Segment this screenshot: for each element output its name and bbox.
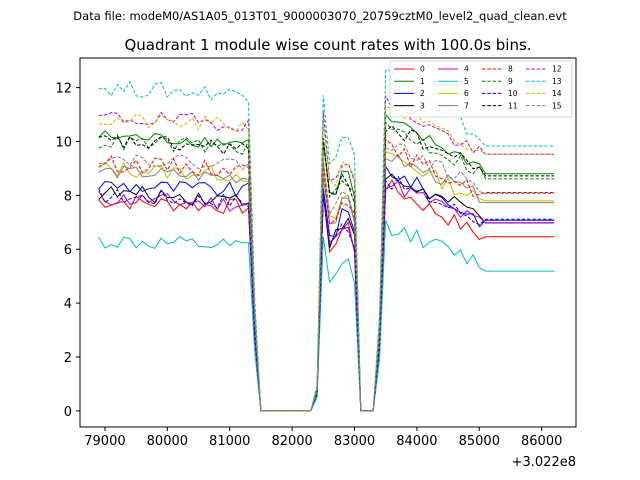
legend-label-0: 0 xyxy=(420,65,425,74)
series-line-6 xyxy=(98,151,555,412)
series-line-8 xyxy=(98,138,555,412)
series-line-12 xyxy=(98,95,555,412)
legend-label-6: 6 xyxy=(464,89,469,98)
series-line-7 xyxy=(98,153,555,412)
legend-label-8: 8 xyxy=(508,65,513,74)
legend-label-10: 10 xyxy=(508,89,518,98)
series-line-10 xyxy=(98,175,555,412)
y-tick-label: 4 xyxy=(64,297,72,312)
legend-label-4: 4 xyxy=(464,65,469,74)
legend-label-3: 3 xyxy=(420,101,425,110)
x-tick-label: 81000 xyxy=(209,434,250,449)
legend-label-5: 5 xyxy=(464,77,469,86)
legend-label-13: 13 xyxy=(552,77,562,86)
x-offset-label: +3.022e8 xyxy=(512,455,576,470)
legend-box xyxy=(389,60,573,118)
x-tick-label: 82000 xyxy=(271,434,312,449)
series-line-13 xyxy=(98,69,555,412)
y-tick-label: 0 xyxy=(64,405,72,420)
legend-label-1: 1 xyxy=(420,77,425,86)
legend-label-11: 11 xyxy=(508,101,518,110)
series-line-15 xyxy=(98,143,555,412)
y-tick-label: 12 xyxy=(55,82,72,97)
legend-label-2: 2 xyxy=(420,89,425,98)
y-tick-label: 6 xyxy=(64,243,72,258)
chart-title: Quadrant 1 module wise count rates with … xyxy=(124,36,531,54)
x-tick-label: 84000 xyxy=(396,434,437,449)
x-tick-label: 85000 xyxy=(459,434,500,449)
plot-frame xyxy=(79,57,577,428)
x-tick-label: 83000 xyxy=(334,434,375,449)
series-line-14 xyxy=(98,106,555,412)
x-tick-label: 79000 xyxy=(84,434,125,449)
plot-area xyxy=(98,69,555,412)
x-tick-label: 86000 xyxy=(521,434,562,449)
legend-label-12: 12 xyxy=(552,65,562,74)
legend-label-15: 15 xyxy=(552,101,562,110)
y-tick-label: 10 xyxy=(55,135,72,150)
x-tick-label: 80000 xyxy=(147,434,188,449)
y-tick-label: 2 xyxy=(64,351,72,366)
chart-suptitle: Data file: modeM0/AS1A05_013T01_90000030… xyxy=(73,9,567,23)
series-line-11 xyxy=(98,125,555,412)
legend-label-14: 14 xyxy=(552,89,562,98)
axis-ticks: 79000 80000 81000 82000 83000 84000 85000 86000… xyxy=(55,82,562,449)
series-line-5 xyxy=(98,220,555,412)
legend-label-9: 9 xyxy=(508,77,513,86)
legend-label-7: 7 xyxy=(464,101,469,110)
y-tick-label: 8 xyxy=(64,189,72,204)
